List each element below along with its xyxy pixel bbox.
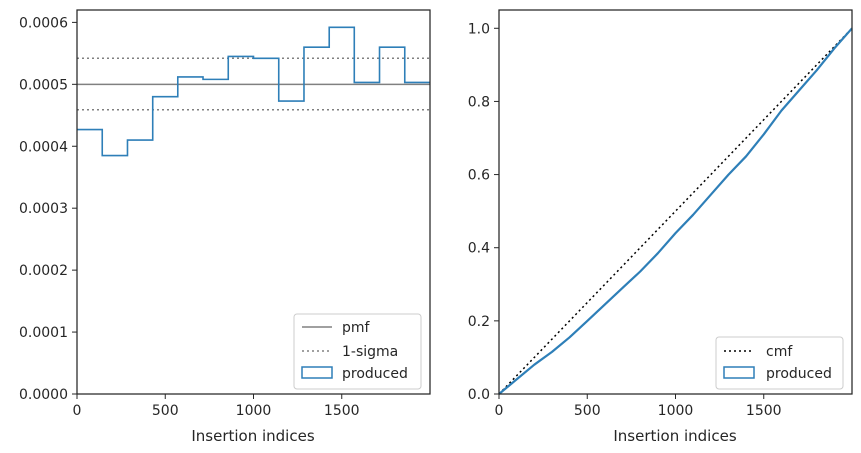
cumulative-xtick-label: 1000 bbox=[658, 403, 694, 419]
cumulative-chart: 0 500 1000 1500 0.0 0.2 0.4 0.6 0.8 1.0 Insertion… bbox=[468, 9, 853, 445]
produced-bin bbox=[228, 56, 253, 394]
histogram-ytick-label: 0.0000 bbox=[19, 387, 68, 403]
histogram-chart: 0 500 1000 1500 0.0000 0.0001 0.0002 0.0003 0.00… bbox=[19, 9, 431, 445]
histogram-xtick-label: 1000 bbox=[236, 403, 272, 419]
produced-bin bbox=[254, 58, 279, 394]
produced-bin bbox=[77, 130, 102, 394]
histogram-ticks: 0 500 1000 1500 0.0000 0.0001 0.0002 0.0003 0.00… bbox=[19, 15, 360, 419]
legend-produced-label-2: produced bbox=[766, 366, 832, 382]
cumulative-xtick-label: 500 bbox=[574, 403, 601, 419]
histogram-marks bbox=[77, 26, 430, 394]
legend-produced-label: produced bbox=[342, 366, 408, 382]
produced-bin bbox=[102, 156, 127, 394]
cumulative-ytick-label: 0.8 bbox=[468, 94, 490, 110]
cumulative-marks bbox=[498, 27, 853, 395]
legend-produced-swatch bbox=[301, 366, 333, 379]
histogram-xtick-label: 1500 bbox=[324, 403, 360, 419]
legend-cmf-label: cmf bbox=[766, 344, 793, 360]
legend-sigma-label: 1-sigma bbox=[342, 344, 398, 360]
histogram-axes-frame bbox=[76, 9, 431, 395]
cumulative-legend-box bbox=[715, 336, 844, 390]
histogram-xlabel: Insertion indices bbox=[191, 427, 314, 445]
histogram-ytick-label: 0.0006 bbox=[19, 15, 68, 31]
cumulative-ticks: 0 500 1000 1500 0.0 0.2 0.4 0.6 0.8 1.0 bbox=[468, 21, 782, 419]
histogram-xtick-label: 500 bbox=[152, 403, 179, 419]
histogram-xtick-label: 0 bbox=[73, 403, 82, 419]
cumulative-ytick-label: 0.6 bbox=[468, 168, 490, 184]
produced-bin bbox=[127, 140, 152, 394]
cumulative-ytick-label: 0.0 bbox=[468, 387, 490, 403]
produced-bin bbox=[153, 97, 178, 394]
cumulative-axes-frame bbox=[498, 9, 853, 395]
cumulative-xlabel: Insertion indices bbox=[613, 427, 736, 445]
histogram-legend: pmf 1-sigma produced bbox=[293, 313, 422, 390]
cumulative-ytick-label: 1.0 bbox=[468, 21, 490, 37]
cumulative-legend: cmf produced bbox=[715, 336, 844, 390]
produced-cumulative-line bbox=[498, 27, 853, 395]
legend-produced-swatch-2 bbox=[723, 366, 755, 379]
histogram-ytick-label: 0.0002 bbox=[19, 263, 68, 279]
cumulative-ytick-label: 0.4 bbox=[468, 241, 490, 257]
produced-bin bbox=[203, 79, 228, 394]
cumulative-xtick-label: 1500 bbox=[746, 403, 782, 419]
histogram-ytick-label: 0.0005 bbox=[19, 77, 68, 93]
histogram-ytick-label: 0.0003 bbox=[19, 201, 68, 217]
produced-bin bbox=[178, 77, 203, 394]
cumulative-xtick-label: 0 bbox=[495, 403, 504, 419]
histogram-ytick-label: 0.0001 bbox=[19, 325, 68, 341]
histogram-legend-box bbox=[293, 313, 422, 390]
cumulative-ytick-label: 0.2 bbox=[468, 314, 490, 330]
histogram-ytick-label: 0.0004 bbox=[19, 139, 68, 155]
produced-histogram-step bbox=[77, 26, 430, 157]
legend-pmf-label: pmf bbox=[342, 320, 371, 336]
